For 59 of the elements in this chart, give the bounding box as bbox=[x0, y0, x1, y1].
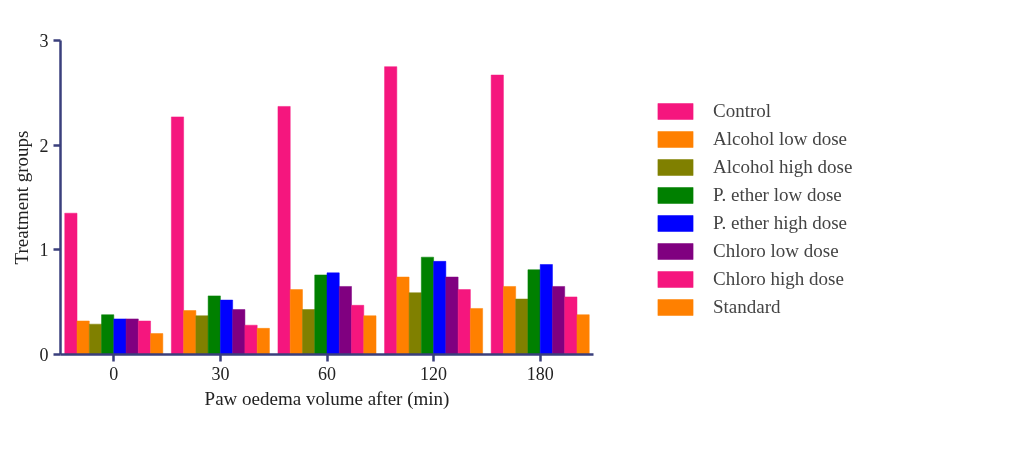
bar bbox=[384, 66, 398, 355]
legend-label: P. ether high dose bbox=[713, 212, 848, 234]
bar bbox=[244, 324, 258, 355]
bar bbox=[289, 289, 303, 355]
bar bbox=[89, 323, 102, 355]
y-tick-label: 1 bbox=[39, 240, 49, 261]
bar bbox=[195, 315, 209, 355]
bar bbox=[552, 286, 565, 355]
legend-label: Chloro low dose bbox=[713, 240, 839, 262]
legend-label: Alcohol high dose bbox=[713, 156, 853, 178]
legend-label: Chloro high dose bbox=[713, 268, 844, 290]
bar bbox=[101, 314, 115, 355]
bar bbox=[64, 212, 78, 355]
bar bbox=[171, 116, 184, 355]
bar bbox=[539, 264, 553, 355]
bar bbox=[421, 256, 434, 355]
bar bbox=[326, 272, 340, 355]
bar bbox=[339, 286, 352, 355]
bar bbox=[150, 333, 164, 355]
bar bbox=[138, 320, 151, 355]
bar bbox=[183, 310, 197, 355]
legend-label: Alcohol low dose bbox=[713, 128, 848, 150]
bar bbox=[470, 308, 483, 355]
bar bbox=[314, 274, 328, 355]
bar bbox=[351, 305, 365, 355]
bar bbox=[125, 318, 139, 355]
bar bbox=[433, 261, 447, 355]
y-tick-label: 0 bbox=[39, 345, 49, 365]
bar bbox=[564, 296, 578, 355]
bar bbox=[396, 276, 410, 355]
bar bbox=[220, 299, 233, 355]
bar bbox=[256, 328, 270, 355]
bar bbox=[490, 74, 504, 355]
bar bbox=[576, 314, 590, 355]
x-tick-label: 0 bbox=[109, 363, 119, 384]
bar bbox=[363, 315, 377, 355]
y-tick-label: 2 bbox=[39, 135, 49, 156]
bar bbox=[113, 318, 127, 355]
bar bbox=[207, 295, 221, 355]
x-tick-label: 180 bbox=[526, 363, 554, 384]
x-tick-label: 120 bbox=[420, 363, 448, 384]
y-tick-label: 3 bbox=[39, 31, 49, 51]
bar bbox=[527, 269, 541, 355]
bar bbox=[232, 309, 246, 355]
x-axis-title: Paw oedema volume after (min) bbox=[204, 387, 450, 410]
legend-label: Standard bbox=[713, 296, 781, 318]
y-axis-title: Treatment groups bbox=[10, 130, 32, 265]
bar bbox=[302, 309, 315, 355]
x-tick-label: 60 bbox=[318, 363, 336, 384]
legend-label: P. ether low dose bbox=[713, 184, 842, 206]
bar bbox=[277, 106, 291, 355]
bar bbox=[457, 289, 471, 355]
bar bbox=[76, 320, 90, 355]
x-tick-label: 30 bbox=[211, 363, 230, 384]
bar bbox=[445, 276, 459, 355]
legend-label: Control bbox=[713, 100, 772, 122]
bar bbox=[408, 292, 422, 355]
bar bbox=[503, 286, 516, 355]
bar bbox=[515, 298, 529, 355]
